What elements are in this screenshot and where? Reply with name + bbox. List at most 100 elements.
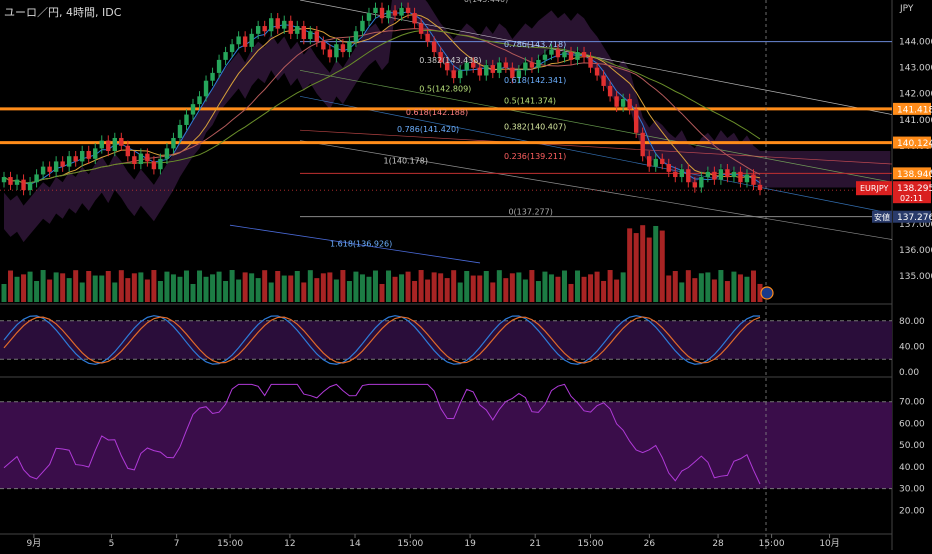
candle[interactable] [627, 98, 632, 110]
candle[interactable] [392, 10, 398, 16]
candle[interactable] [536, 59, 541, 68]
candle[interactable] [451, 70, 456, 79]
candle[interactable] [223, 52, 228, 60]
candle[interactable] [236, 36, 241, 45]
candle[interactable] [373, 7, 378, 14]
candle[interactable] [744, 174, 750, 183]
candle[interactable] [73, 156, 78, 162]
candle[interactable] [158, 158, 163, 170]
trend-channel-line[interactable] [299, 69, 893, 183]
candle[interactable] [588, 57, 593, 68]
candle[interactable] [210, 72, 215, 81]
candle[interactable] [386, 10, 391, 19]
candle[interactable] [93, 148, 98, 159]
fib-extension-line[interactable] [229, 224, 481, 264]
candle[interactable] [197, 96, 202, 105]
candle[interactable] [692, 182, 698, 188]
trend-channel-line[interactable] [299, 95, 893, 214]
candle[interactable] [679, 169, 684, 178]
candle[interactable] [47, 166, 52, 172]
candle[interactable] [458, 70, 463, 79]
candle[interactable] [431, 41, 437, 53]
candle[interactable] [21, 179, 26, 191]
candle[interactable] [562, 52, 567, 58]
candle[interactable] [347, 41, 352, 53]
candle[interactable] [620, 98, 626, 107]
candle[interactable] [503, 62, 509, 68]
candle[interactable] [497, 62, 502, 73]
candle[interactable] [673, 171, 678, 178]
candle[interactable] [647, 156, 652, 167]
candle[interactable] [171, 137, 176, 149]
candle[interactable] [718, 169, 724, 180]
candle[interactable] [399, 7, 404, 16]
candle[interactable] [705, 171, 711, 178]
candle[interactable] [725, 169, 730, 178]
candle[interactable] [353, 31, 359, 42]
candle[interactable] [255, 26, 261, 34]
candle[interactable] [282, 20, 287, 29]
candle[interactable] [14, 179, 20, 185]
candle[interactable] [314, 31, 320, 42]
candle[interactable] [379, 7, 385, 19]
candle[interactable] [444, 62, 450, 71]
candle[interactable] [308, 31, 313, 40]
candle[interactable] [653, 158, 658, 167]
candle[interactable] [275, 18, 280, 29]
candle[interactable] [529, 62, 535, 68]
candle[interactable] [138, 153, 144, 165]
candle[interactable] [125, 145, 131, 157]
candle[interactable] [581, 52, 587, 58]
candle[interactable] [575, 52, 580, 60]
candle[interactable] [666, 164, 671, 172]
candle[interactable] [321, 41, 326, 50]
candle[interactable] [360, 20, 365, 32]
scroll-to-realtime-icon[interactable] [760, 286, 774, 300]
candle[interactable] [119, 137, 124, 146]
candle[interactable] [412, 13, 417, 24]
candle[interactable] [60, 161, 65, 167]
candle[interactable] [177, 124, 183, 138]
candle[interactable] [164, 148, 170, 159]
candle[interactable] [660, 158, 665, 165]
candle[interactable] [438, 52, 443, 63]
candle[interactable] [295, 26, 300, 34]
candle[interactable] [477, 67, 482, 76]
candle[interactable] [229, 44, 235, 53]
candle[interactable] [484, 65, 489, 76]
candle[interactable] [1, 177, 7, 183]
candle[interactable] [34, 174, 39, 183]
candle[interactable] [594, 67, 600, 76]
candle[interactable] [151, 161, 157, 170]
candle[interactable] [405, 7, 411, 14]
candle[interactable] [99, 140, 104, 149]
candle[interactable] [106, 140, 111, 151]
candle[interactable] [418, 23, 424, 34]
candle[interactable] [464, 62, 469, 71]
candle[interactable] [145, 153, 150, 162]
candle[interactable] [112, 137, 117, 151]
candle[interactable] [288, 20, 293, 34]
candle[interactable] [633, 109, 639, 133]
candle[interactable] [699, 177, 704, 188]
candle[interactable] [86, 151, 91, 159]
candle[interactable] [366, 13, 372, 21]
candle[interactable] [425, 33, 430, 42]
candle[interactable] [132, 156, 137, 165]
trend-channel-line[interactable] [299, 129, 893, 165]
candle[interactable] [640, 132, 645, 157]
candle[interactable] [555, 49, 561, 58]
candle[interactable] [334, 44, 339, 58]
candle[interactable] [249, 33, 254, 47]
candle[interactable] [216, 59, 222, 73]
candle[interactable] [301, 26, 306, 40]
candle[interactable] [510, 67, 515, 79]
candle[interactable] [751, 174, 756, 185]
candle[interactable] [568, 52, 574, 60]
candle[interactable] [757, 184, 763, 191]
candle[interactable] [53, 161, 59, 172]
candle[interactable] [80, 151, 85, 162]
candle[interactable] [190, 104, 196, 115]
